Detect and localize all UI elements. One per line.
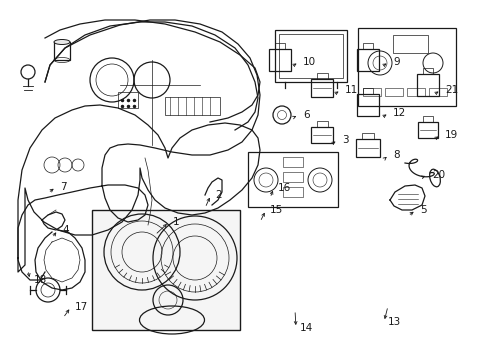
Text: 7: 7 <box>60 182 66 192</box>
Bar <box>283 172 303 182</box>
Bar <box>310 79 332 97</box>
Bar <box>416 74 438 96</box>
Text: 15: 15 <box>269 205 283 215</box>
Text: 12: 12 <box>392 108 406 118</box>
Text: 17: 17 <box>75 302 88 312</box>
Bar <box>355 139 379 157</box>
Bar <box>310 127 332 143</box>
Bar <box>316 121 327 127</box>
Bar <box>392 35 427 53</box>
Text: 9: 9 <box>392 57 399 67</box>
Text: 21: 21 <box>444 85 457 95</box>
Text: 11: 11 <box>345 85 358 95</box>
Bar <box>316 73 327 79</box>
Text: 2: 2 <box>215 190 221 200</box>
Bar <box>362 43 372 49</box>
Bar <box>362 88 372 94</box>
Bar <box>406 88 424 96</box>
Text: 19: 19 <box>444 130 457 140</box>
Text: 4: 4 <box>62 225 68 235</box>
Bar <box>417 122 437 138</box>
Bar <box>268 49 290 71</box>
Bar <box>356 94 378 116</box>
Bar <box>283 187 303 197</box>
Text: 13: 13 <box>387 317 401 327</box>
Bar <box>247 152 337 207</box>
Bar <box>422 116 432 122</box>
Bar <box>357 28 455 106</box>
Text: 18: 18 <box>34 275 47 285</box>
Bar <box>422 68 432 74</box>
Bar <box>54 42 70 60</box>
Bar <box>164 97 220 115</box>
Bar <box>283 157 303 167</box>
Bar <box>118 92 138 108</box>
Text: 16: 16 <box>278 183 291 193</box>
Bar <box>428 88 446 96</box>
Text: 5: 5 <box>419 205 426 215</box>
Text: 3: 3 <box>341 135 348 145</box>
Text: 1: 1 <box>173 217 179 227</box>
Bar <box>356 49 378 71</box>
Text: 10: 10 <box>303 57 315 67</box>
Bar <box>274 43 285 49</box>
Bar <box>384 88 402 96</box>
Bar <box>362 88 380 96</box>
Text: 20: 20 <box>431 170 444 180</box>
Ellipse shape <box>54 40 70 45</box>
Bar <box>361 133 373 139</box>
Text: 8: 8 <box>392 150 399 160</box>
Text: 6: 6 <box>303 110 309 120</box>
Text: 14: 14 <box>299 323 313 333</box>
Bar <box>274 30 346 82</box>
Bar <box>92 210 240 330</box>
Bar <box>279 34 342 78</box>
